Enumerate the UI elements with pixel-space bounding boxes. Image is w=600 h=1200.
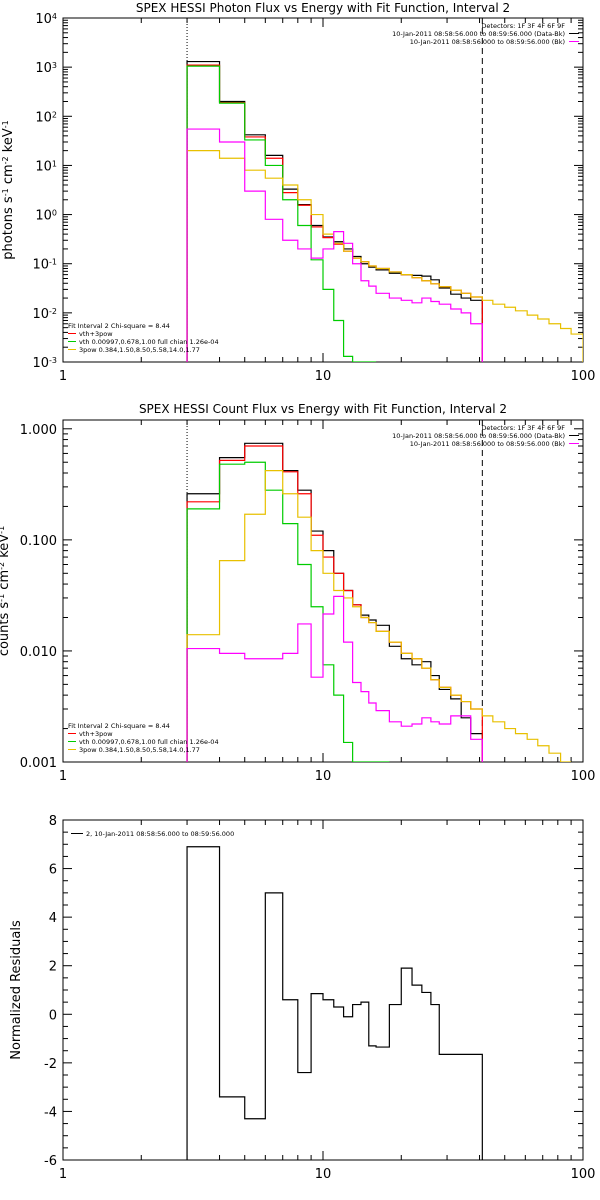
legend-bottomleft-entry: 3pow 0.384,1.50,8.50,5.58,14.0,1.77 [79,746,200,754]
y-tick-label: 6 [49,863,57,878]
y-tick-label: 4 [49,911,57,926]
legend-topright-entry: 10-Jan-2011 08:58:56.000 to 08:59:56.000… [410,38,565,46]
y-tick-label: -6 [44,1154,57,1169]
y-tick-label: 10-3 [32,356,57,372]
x-tick-label: 1 [59,369,67,384]
y-tick-label: 0 [49,1008,57,1023]
y-tick-label: -2 [44,1057,57,1072]
y-tick-label: 0.010 [20,645,57,660]
y-tick-label: 2 [49,960,57,975]
y-tick-label: 10-1 [32,257,57,273]
series-bk [186,128,483,362]
chart-panel-3: Normalized Residuals 1 10 100 -6 -4 -2 0 2 4 6 8 2, … [9,814,595,1182]
series-data-bk [186,442,483,762]
legend-bottomleft-entry: vth+3pow [79,730,113,738]
y-tick-label: 0.001 [20,756,57,771]
series-3pow [186,150,583,362]
legend-topleft-entry: 2, 10-Jan-2011 08:58:56.000 to 08:59:56.… [86,830,234,838]
legend-topright-entry: 10-Jan-2011 08:58:56.000 to 08:59:56.000… [392,432,565,440]
x-tick-label: 100 [571,369,596,384]
series-vth [186,461,390,762]
series-3pow [186,470,572,762]
x-tick-label: 100 [571,769,596,784]
x-tick-label: 100 [571,1167,596,1182]
legend-topright-entry: Detectors: 1F 3F 4F 6F 9F [481,424,565,432]
x-tick-label: 10 [315,769,332,784]
legend-bottomleft-entry: 3pow 0.384,1.50,8.50,5.58,14.0,1.77 [79,346,200,354]
y-tick-label: 1.000 [20,423,57,438]
chart-panel-1: SPEX HESSI Photon Flux vs Energy with Fi… [1,1,596,384]
y-tick-label: 0.100 [20,534,57,549]
x-tick-label: 10 [315,369,332,384]
legend-topright-entry: Detectors: 1F 3F 4F 6F 9F [481,22,565,30]
x-tick-label: 1 [59,1167,67,1182]
chart-title: SPEX HESSI Count Flux vs Energy with Fit… [139,402,507,416]
legend-bottomleft-entry: Fit Interval 2 Chi-square = 8.44 [68,722,170,730]
series-vth [186,65,377,362]
chart-panel-2: SPEX HESSI Count Flux vs Energy with Fit… [0,402,595,784]
y-axis-label: Normalized Residuals [9,920,24,1060]
y-tick-label: -4 [44,1105,57,1120]
legend-bottomleft-entry: Fit Interval 2 Chi-square = 8.44 [68,322,170,330]
y-tick-label: 104 [35,12,57,28]
x-tick-label: 1 [59,769,67,784]
y-tick-label: 8 [49,814,57,829]
legend-topright-entry: 10-Jan-2011 08:58:56.000 to 08:59:56.000… [410,440,565,448]
y-tick-label: 10-2 [32,306,57,322]
y-tick-label: 101 [35,159,57,175]
legend-bottomleft-entry: vth 0.00997,0.678,1.00 full chian 1.26e-… [79,338,219,346]
legend-bottomleft-entry: vth+3pow [79,330,113,338]
series-vth-3pow [186,64,483,362]
series-2-10-jan-2011-08-58-56-000-to-08-59-56-000 [186,846,483,1160]
series-vth-3pow [186,445,483,762]
y-tick-label: 103 [35,61,57,77]
plot-frame [62,17,584,363]
plot-frame [62,419,584,763]
y-tick-label: 102 [35,110,57,126]
y-tick-label: 100 [35,208,57,224]
legend-topright-entry: 10-Jan-2011 08:58:56.000 to 08:59:56.000… [392,30,565,38]
plot-frame [62,819,584,1161]
x-tick-label: 10 [315,1167,332,1182]
series-data-bk [186,60,483,362]
y-axis-label: counts s-1 cm-2 keV-1 [0,526,12,656]
legend-bottomleft-entry: vth 0.00997,0.678,1.00 full chian 1.26e-… [79,738,219,746]
y-axis-label: photons s-1 cm-2 keV-1 [1,120,17,259]
series-bk [186,595,483,762]
chart-title: SPEX HESSI Photon Flux vs Energy with Fi… [136,1,510,15]
